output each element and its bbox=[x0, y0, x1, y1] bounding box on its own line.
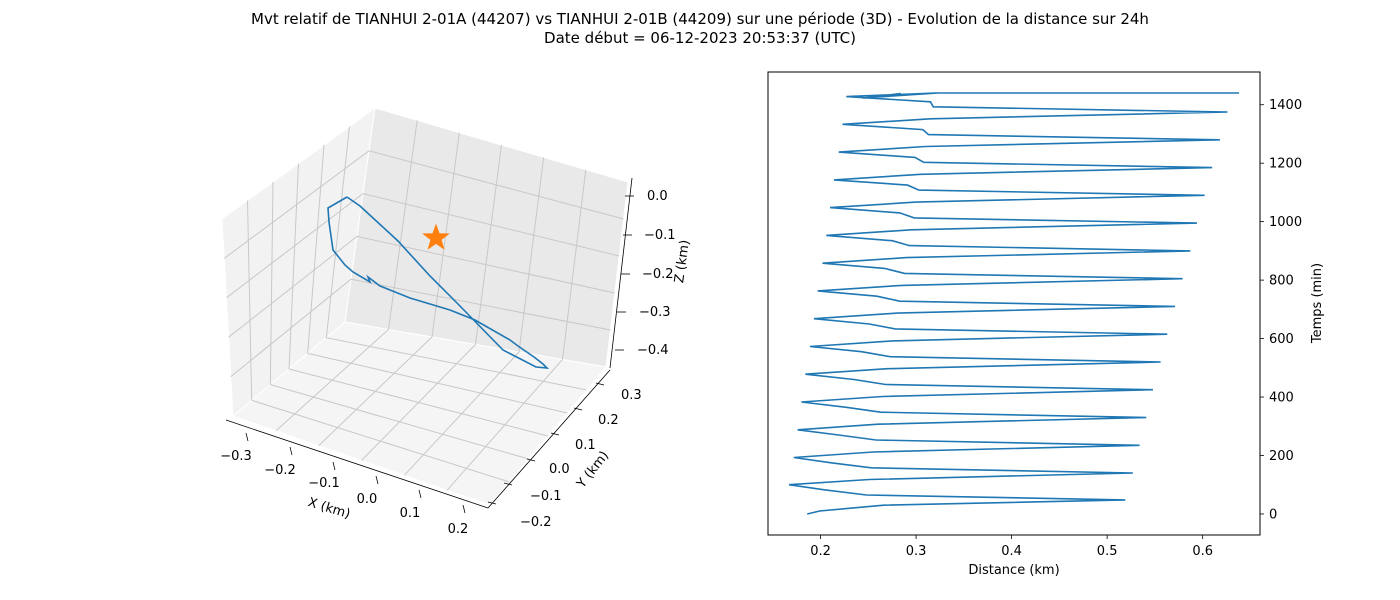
pane-group bbox=[221, 106, 629, 506]
z-tick-label: −0.4 bbox=[637, 343, 669, 358]
title-line-2: Date début = 06-12-2023 20:53:37 (UTC) bbox=[544, 29, 856, 47]
figure-title: Mvt relatif de TIANHUI 2-01A (44207) vs … bbox=[0, 10, 1400, 48]
y-tick bbox=[550, 432, 560, 436]
x-tick bbox=[289, 446, 293, 456]
z-tick-label: 0.0 bbox=[647, 189, 668, 204]
y-tick-label: 800 bbox=[1269, 274, 1294, 289]
y-ticks: 0 200 400 600 800 1000 1200 1400 bbox=[1260, 98, 1302, 522]
x-axis-line bbox=[225, 419, 489, 509]
y-tick bbox=[526, 458, 536, 462]
y-tick-label: 1200 bbox=[1269, 157, 1302, 172]
x-tick-label: −0.1 bbox=[308, 476, 340, 491]
grid-line bbox=[288, 163, 299, 370]
x-tick-label: 0.5 bbox=[1097, 544, 1118, 559]
y-tick-label: 600 bbox=[1269, 332, 1294, 347]
x-tick-label: 0.3 bbox=[906, 544, 927, 559]
y-tick-labels: −0.2 −0.1 0.0 0.1 0.2 0.3 bbox=[520, 388, 642, 530]
x-ticks: 0.2 0.3 0.4 0.5 0.6 bbox=[810, 535, 1213, 559]
grid-3d bbox=[223, 120, 624, 491]
z-tick-label: −0.2 bbox=[642, 267, 674, 282]
grid-line bbox=[388, 120, 418, 330]
grid-line bbox=[562, 169, 587, 360]
x-tick-label: 0.1 bbox=[400, 506, 421, 521]
distance-series-line bbox=[788, 92, 1239, 515]
z-axis-line bbox=[609, 177, 633, 369]
z-tick-label: −0.3 bbox=[639, 305, 671, 320]
x-tick bbox=[375, 475, 379, 485]
grid-line bbox=[475, 144, 502, 345]
grid-line bbox=[350, 278, 611, 331]
grid-line bbox=[223, 150, 370, 259]
y-tick bbox=[595, 382, 605, 386]
x-tick-label: 0.6 bbox=[1192, 544, 1213, 559]
x-tick-label: 0.0 bbox=[357, 492, 378, 507]
y-tick-label: −0.1 bbox=[530, 489, 562, 504]
grid-line bbox=[356, 235, 615, 294]
x-tick-label: −0.3 bbox=[220, 449, 252, 464]
z-axis-label: Z (km) bbox=[672, 239, 693, 284]
y-tick-label: 200 bbox=[1269, 449, 1294, 464]
x-tick bbox=[245, 432, 249, 442]
grid-line bbox=[326, 337, 587, 391]
x-tick bbox=[418, 489, 422, 499]
grid-line bbox=[325, 126, 350, 338]
x-tick-label: 0.2 bbox=[810, 544, 831, 559]
grid-line bbox=[307, 144, 325, 354]
grid-line bbox=[269, 181, 274, 385]
plot-frame bbox=[767, 71, 1261, 536]
y-tick-label: 0 bbox=[1269, 507, 1277, 522]
y-tick-label: 0.1 bbox=[575, 438, 596, 453]
y-tick-label: 400 bbox=[1269, 391, 1294, 406]
grid-line bbox=[230, 278, 352, 377]
axes-3d bbox=[225, 177, 634, 514]
y-tick-label: −0.2 bbox=[520, 515, 552, 530]
z-tick-labels: 0.0 −0.1 −0.2 −0.3 −0.4 bbox=[637, 189, 676, 358]
x-tick bbox=[332, 461, 336, 471]
x-axis-label: Distance (km) bbox=[968, 563, 1059, 578]
x-tick bbox=[462, 504, 466, 514]
title-line-1: Mvt relatif de TIANHUI 2-01A (44207) vs … bbox=[251, 10, 1149, 28]
y-tick bbox=[573, 407, 583, 411]
y-axis-label: Temps (min) bbox=[1310, 263, 1325, 344]
y-tick-label: 0.2 bbox=[598, 413, 619, 428]
grid-line bbox=[518, 157, 545, 353]
y-tick bbox=[503, 482, 513, 486]
x-tick-label: −0.2 bbox=[264, 463, 296, 478]
origin-star-marker bbox=[422, 223, 450, 250]
y-tick-label: 1400 bbox=[1269, 98, 1302, 113]
x-tick-label: 0.4 bbox=[1001, 544, 1022, 559]
grid-line bbox=[247, 200, 253, 401]
y-tick bbox=[487, 501, 497, 505]
y-tick-label: 0.0 bbox=[549, 462, 570, 477]
y-tick-label: 0.3 bbox=[621, 388, 642, 403]
grid-line bbox=[368, 150, 624, 220]
grid-line bbox=[226, 193, 364, 299]
x-tick-labels: −0.3 −0.2 −0.1 0.0 0.1 0.2 bbox=[220, 449, 468, 537]
trajectory-line bbox=[327, 196, 550, 369]
z-tick-label: −0.1 bbox=[644, 228, 676, 243]
x-tick-label: 0.2 bbox=[448, 522, 469, 537]
y-tick-label: 1000 bbox=[1269, 215, 1302, 230]
grid-line bbox=[362, 193, 620, 257]
y-axis-line bbox=[487, 369, 611, 509]
